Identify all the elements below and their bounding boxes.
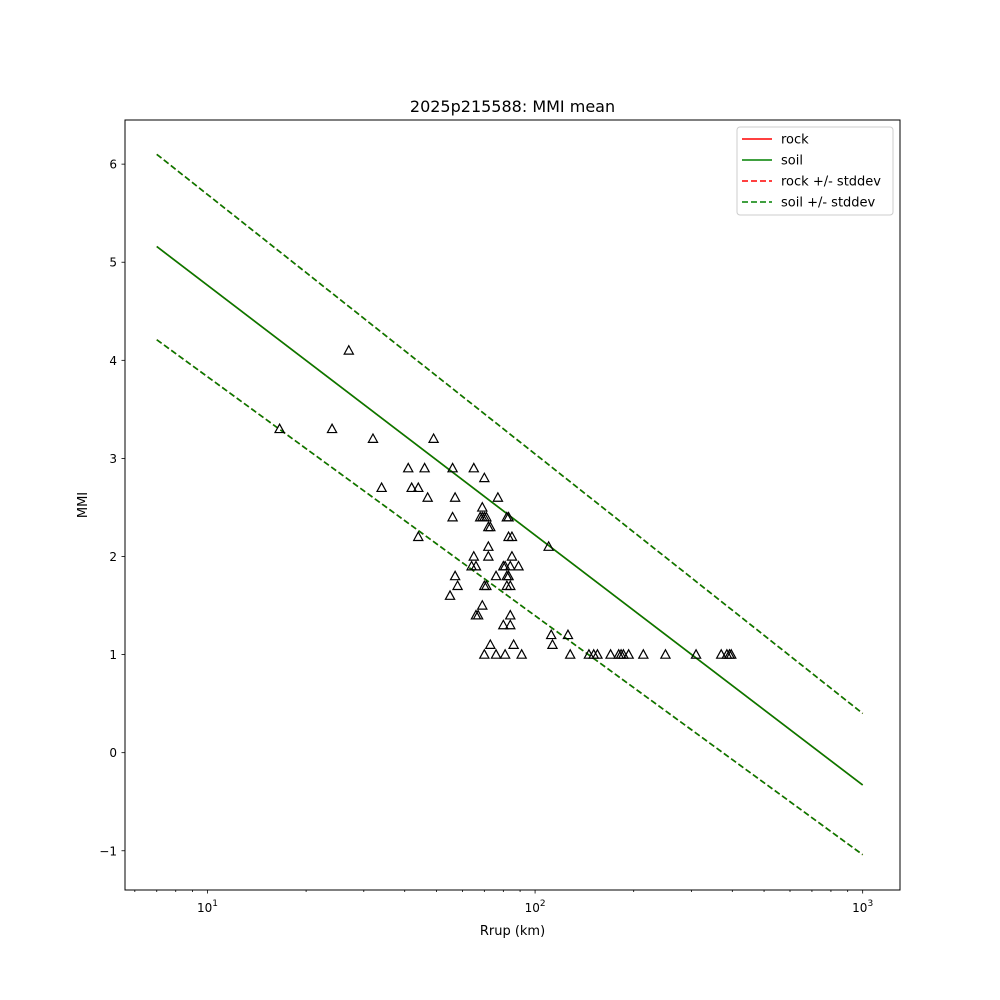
observation-point	[406, 481, 418, 493]
observation-point	[418, 462, 431, 473]
observation-point	[468, 550, 480, 561]
observation-point	[446, 462, 459, 473]
observation-point	[478, 648, 490, 659]
observation-point	[472, 609, 484, 620]
legend-label: rock	[781, 133, 809, 148]
y-tick-label: 1	[109, 648, 117, 662]
observation-point	[326, 422, 338, 434]
observation-point	[480, 579, 492, 591]
observation-point	[482, 540, 494, 551]
observation-point	[583, 648, 595, 659]
observation-point	[490, 570, 502, 581]
observation-point	[497, 619, 509, 630]
observation-point	[402, 462, 414, 473]
plot-area	[156, 153, 864, 856]
y-tick-label: 4	[109, 354, 117, 368]
observation-point	[476, 599, 488, 610]
observation-point	[427, 432, 440, 443]
observation-point	[444, 589, 456, 600]
observation-point	[564, 648, 576, 659]
y-tick-label: 3	[109, 452, 117, 466]
observation-point	[504, 609, 516, 620]
legend-frame	[736, 126, 894, 216]
observation-point	[546, 638, 559, 649]
y-axis: −1 0 1 2 3 4 5 6	[99, 158, 125, 858]
y-tick-label: 2	[109, 550, 117, 564]
observation-point	[502, 511, 515, 522]
y-tick-label: 6	[109, 158, 117, 172]
observation-point	[506, 530, 518, 542]
observation-point	[659, 648, 672, 659]
observation-point	[506, 550, 518, 561]
y-tick-label: −1	[99, 844, 117, 858]
observation-point	[502, 570, 515, 581]
x-tick-label: 101	[197, 899, 218, 915]
observation-point	[484, 638, 496, 649]
observation-point	[490, 648, 502, 659]
x-axis-label: Rrup (km)	[480, 924, 545, 939]
observation-point	[512, 560, 525, 571]
observation-point	[412, 530, 424, 542]
observation-point	[508, 638, 520, 649]
observation-point	[375, 481, 388, 493]
observation-point	[604, 648, 617, 659]
observation-point	[637, 648, 649, 659]
x-tick-label: 102	[525, 899, 546, 915]
observation-point	[591, 648, 604, 659]
observation-point	[478, 471, 490, 483]
y-tick-label: 5	[109, 256, 117, 270]
observation-point	[482, 550, 494, 561]
y-axis-label: MMI	[76, 492, 91, 518]
x-axis: 101 102 103	[134, 890, 873, 915]
observation-point	[725, 648, 737, 659]
legend-label: soil +/- stddev	[781, 196, 876, 211]
legend-label: soil	[781, 154, 803, 169]
observation-point	[470, 560, 482, 571]
legend-label: rock +/- stddev	[781, 175, 881, 190]
y-tick-label: 0	[109, 746, 117, 760]
observation-point	[273, 422, 286, 434]
observation-point	[545, 628, 557, 640]
observation-point	[492, 491, 504, 502]
observation-point	[504, 579, 516, 591]
observation-point	[451, 579, 464, 591]
chart-title: 2025p215588: MMI mean	[410, 97, 615, 116]
observation-point	[715, 648, 727, 659]
series-line-soil-stddev-upper	[156, 153, 864, 715]
observation-point	[343, 344, 355, 355]
plot-frame	[124, 119, 901, 891]
observation-point	[690, 648, 702, 659]
observation-point	[449, 570, 461, 581]
observation-point	[484, 521, 496, 532]
observation-point	[367, 432, 379, 443]
observation-point	[623, 648, 635, 659]
observation-point	[543, 540, 555, 551]
observation-point	[468, 462, 480, 473]
observation-point	[446, 511, 459, 522]
x-tick-label: 103	[852, 899, 873, 915]
observation-point	[504, 619, 516, 630]
legend: rock soil rock +/- stddev soil +/- stddev	[736, 126, 894, 216]
observation-point	[562, 628, 574, 640]
observation-point	[476, 501, 488, 512]
observation-point	[504, 560, 516, 571]
observation-point	[422, 491, 434, 502]
observation-point	[499, 648, 511, 659]
series-line-soil-stddev-lower	[156, 339, 864, 856]
observation-point	[412, 481, 424, 493]
observation-point	[449, 491, 461, 502]
observation-point	[516, 648, 528, 659]
observation-point	[480, 511, 492, 522]
